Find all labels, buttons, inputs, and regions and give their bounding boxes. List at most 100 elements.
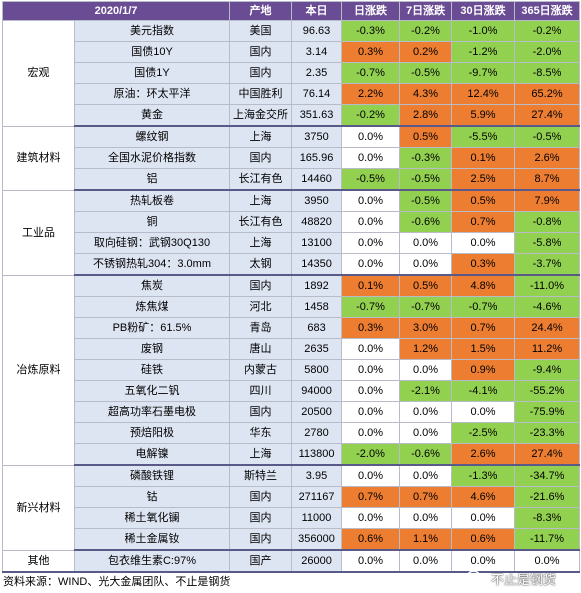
change-cell-d7: 0.0% — [399, 232, 453, 254]
header-change-1d: 日涨跌 — [341, 1, 401, 21]
change-cell-d1: 0.0% — [341, 338, 401, 360]
change-cell-d7: 0.0% — [399, 422, 453, 444]
commodity-name: 炼焦煤 — [73, 296, 231, 318]
change-cell-d7: -0.6% — [399, 443, 453, 466]
commodity-name: 美元指数 — [73, 20, 231, 42]
table-row: 黄金 上海金交所 351.63 -0.2% 2.8% 5.9% 27.4% — [3, 104, 581, 127]
change-cell-d1: 0.0% — [341, 189, 401, 212]
origin-cell: 青岛 — [229, 317, 293, 339]
origin-cell: 华东 — [229, 422, 293, 444]
origin-cell: 斯特兰 — [229, 464, 293, 487]
table-row: 全国水泥价格指数 国内 165.96 0.0% -0.3% 0.1% 2.6% — [3, 147, 581, 169]
category-label: 建筑材料 — [2, 125, 75, 191]
origin-cell: 国内 — [229, 401, 293, 423]
origin-cell: 长江有色 — [229, 168, 293, 191]
price-cell: 2635 — [291, 338, 343, 360]
change-cell-d365: -75.9% — [514, 401, 581, 423]
origin-cell: 国内 — [229, 62, 293, 84]
origin-cell: 上海 — [229, 125, 293, 148]
commodity-name: 废钢 — [73, 338, 231, 360]
change-cell-d365: -0.5% — [514, 125, 581, 148]
table-row: 宏观 美元指数 美国 96.63 -0.3% -0.2% -1.0% -0.2% — [2, 20, 581, 127]
change-cell-d365: -3.7% — [514, 253, 581, 276]
price-cell: 1458 — [291, 296, 343, 318]
price-cell: 1892 — [291, 274, 343, 297]
price-cell: 94000 — [291, 380, 343, 402]
price-cell: 2780 — [291, 422, 343, 444]
price-cell: 20500 — [291, 401, 343, 423]
change-cell-d1: 0.3% — [341, 41, 401, 63]
origin-cell: 河北 — [229, 296, 293, 318]
commodity-name: 国债1Y — [73, 62, 231, 84]
change-cell-d30: 0.0% — [451, 232, 516, 254]
table-row: 国债10Y 国内 3.14 0.3% 0.2% -1.2% -2.0% — [3, 41, 581, 63]
price-cell: 683 — [291, 317, 343, 339]
table-row: 冶炼原料 焦炭 国内 1892 0.1% 0.5% 4.8% -11.0% — [2, 274, 581, 466]
change-cell-d30: 0.7% — [451, 317, 516, 339]
table-row: 原油：环太平洋 中国胜利 76.14 2.2% 4.3% 12.4% 65.2% — [3, 83, 581, 105]
commodity-name: 取向硅钢：武钢30Q130 — [73, 232, 231, 254]
commodity-name: 原油：环太平洋 — [73, 83, 231, 105]
table-row: 炼焦煤 河北 1458 -0.7% -0.7% -0.7% -4.6% — [3, 296, 581, 318]
origin-cell: 长江有色 — [229, 211, 293, 233]
change-cell-d7: 0.0% — [399, 359, 453, 381]
price-cell: 11000 — [291, 507, 343, 529]
change-cell-d1: -0.2% — [341, 104, 401, 127]
change-cell-d365: -0.8% — [514, 211, 581, 233]
price-cell: 5800 — [291, 359, 343, 381]
change-cell-d7: 3.0% — [399, 317, 453, 339]
table-row: 国债1Y 国内 2.35 -0.7% -0.5% -9.7% -8.5% — [3, 62, 581, 84]
change-cell-d365: -11.0% — [514, 274, 581, 297]
origin-cell: 国内 — [229, 147, 293, 169]
header-change-365d: 365日涨跌 — [514, 1, 581, 21]
change-cell-d365: -2.0% — [514, 41, 581, 63]
commodity-name: 全国水泥价格指数 — [73, 147, 231, 169]
change-cell-d1: 0.6% — [341, 528, 401, 551]
change-cell-d7: -0.6% — [399, 211, 453, 233]
table-row: 钴国内 271167 0.7% 0.7% 4.6% -21.6% — [3, 486, 581, 508]
change-cell-d7: 0.5% — [399, 274, 453, 297]
commodity-name: 国债10Y — [73, 41, 231, 63]
commodity-name: 螺纹钢 — [73, 125, 231, 148]
change-cell-d1: 0.0% — [341, 549, 401, 573]
change-cell-d30: 0.7% — [451, 211, 516, 233]
change-cell-d30: 5.9% — [451, 104, 516, 127]
change-cell-d1: 0.0% — [341, 125, 401, 148]
price-cell: 3750 — [291, 125, 343, 148]
origin-cell: 国内 — [229, 507, 293, 529]
table-row: 稀土氧化镧 国内 11000 0.0% 0.0% 0.0% -8.3% — [3, 507, 581, 529]
change-cell-d365: -55.2% — [514, 380, 581, 402]
change-cell-d7: 1.2% — [399, 338, 453, 360]
change-cell-d365: -21.6% — [514, 486, 581, 508]
change-cell-d1: 0.0% — [341, 464, 401, 487]
change-cell-d365: 8.7% — [514, 168, 581, 191]
change-cell-d30: -1.3% — [451, 464, 516, 487]
change-cell-d365: -8.3% — [514, 507, 581, 529]
watermark: 不止是钢货 — [466, 565, 580, 591]
price-cell: 13100 — [291, 232, 343, 254]
category-label: 新兴材料 — [2, 464, 75, 551]
change-cell-d30: 12.4% — [451, 83, 516, 105]
source-note: 资料来源：WIND、光大金属团队、不止是钢货 — [3, 576, 231, 588]
change-cell-d7: 0.7% — [399, 486, 453, 508]
change-cell-d1: 0.3% — [341, 317, 401, 339]
change-cell-d30: 4.8% — [451, 274, 516, 297]
price-cell: 2.35 — [291, 62, 343, 84]
price-cell: 14350 — [291, 253, 343, 276]
commodity-name: 焦炭 — [73, 274, 231, 297]
origin-cell: 四川 — [229, 380, 293, 402]
change-cell-d1: 0.0% — [341, 422, 401, 444]
table-row: 硅铁 内蒙古 5800 0.0% 0.0% 0.9% -9.4% — [3, 359, 581, 381]
change-cell-d30: 0.9% — [451, 359, 516, 381]
change-cell-d1: 2.2% — [341, 83, 401, 105]
category-label: 其他 — [2, 549, 75, 573]
table-row: 五氧化二钒 四川 94000 0.0% -2.1% -4.1% -55.2% — [3, 380, 581, 402]
change-cell-d1: 0.0% — [341, 359, 401, 381]
change-cell-d7: 0.0% — [399, 253, 453, 276]
change-cell-d7: 0.2% — [399, 41, 453, 63]
table-row: 铜长江有色 48820 0.0% -0.6% 0.7% -0.8% — [3, 211, 581, 233]
change-cell-d30: 2.5% — [451, 168, 516, 191]
header-change-7d: 7日涨跌 — [399, 1, 453, 21]
change-cell-d7: -0.5% — [399, 189, 453, 212]
origin-cell: 国内 — [229, 528, 293, 551]
